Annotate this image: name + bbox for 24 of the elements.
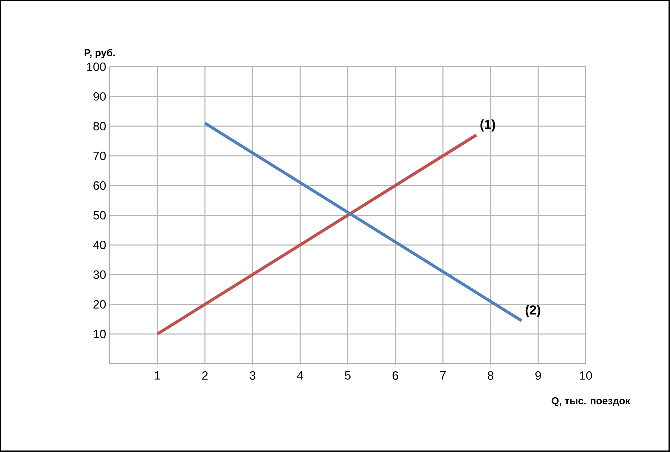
y-tick-label: 50 bbox=[94, 211, 106, 220]
x-tick-label: 5 bbox=[345, 372, 351, 380]
y-tick-label: 100 bbox=[87, 62, 106, 72]
y-axis-title: P, руб. bbox=[84, 49, 116, 58]
y-tick-label: 70 bbox=[94, 152, 106, 160]
x-tick-label: 10 bbox=[580, 372, 592, 380]
series-label: (2) bbox=[526, 305, 541, 318]
y-tick-label: 80 bbox=[94, 122, 106, 131]
x-tick-label: 8 bbox=[488, 372, 494, 380]
y-tick-label: 40 bbox=[93, 240, 106, 250]
y-tick-label: 60 bbox=[94, 182, 106, 190]
y-tick-label: 30 bbox=[94, 270, 106, 280]
x-tick-label: 7 bbox=[440, 372, 446, 380]
series-label: (1) bbox=[480, 120, 496, 132]
x-tick-label: 1 bbox=[155, 372, 160, 380]
y-tick-label: 90 bbox=[94, 92, 106, 101]
x-tick-label: 6 bbox=[392, 372, 398, 380]
y-tick-label: 20 bbox=[94, 300, 106, 309]
x-tick-label: 2 bbox=[202, 372, 208, 380]
x-tick-label: 4 bbox=[297, 372, 304, 380]
x-tick-label: 9 bbox=[536, 372, 542, 380]
x-tick-label: 3 bbox=[250, 372, 256, 380]
y-tick-label: 10 bbox=[94, 330, 106, 339]
x-axis-title: Q, тыс. поездок bbox=[552, 398, 630, 406]
